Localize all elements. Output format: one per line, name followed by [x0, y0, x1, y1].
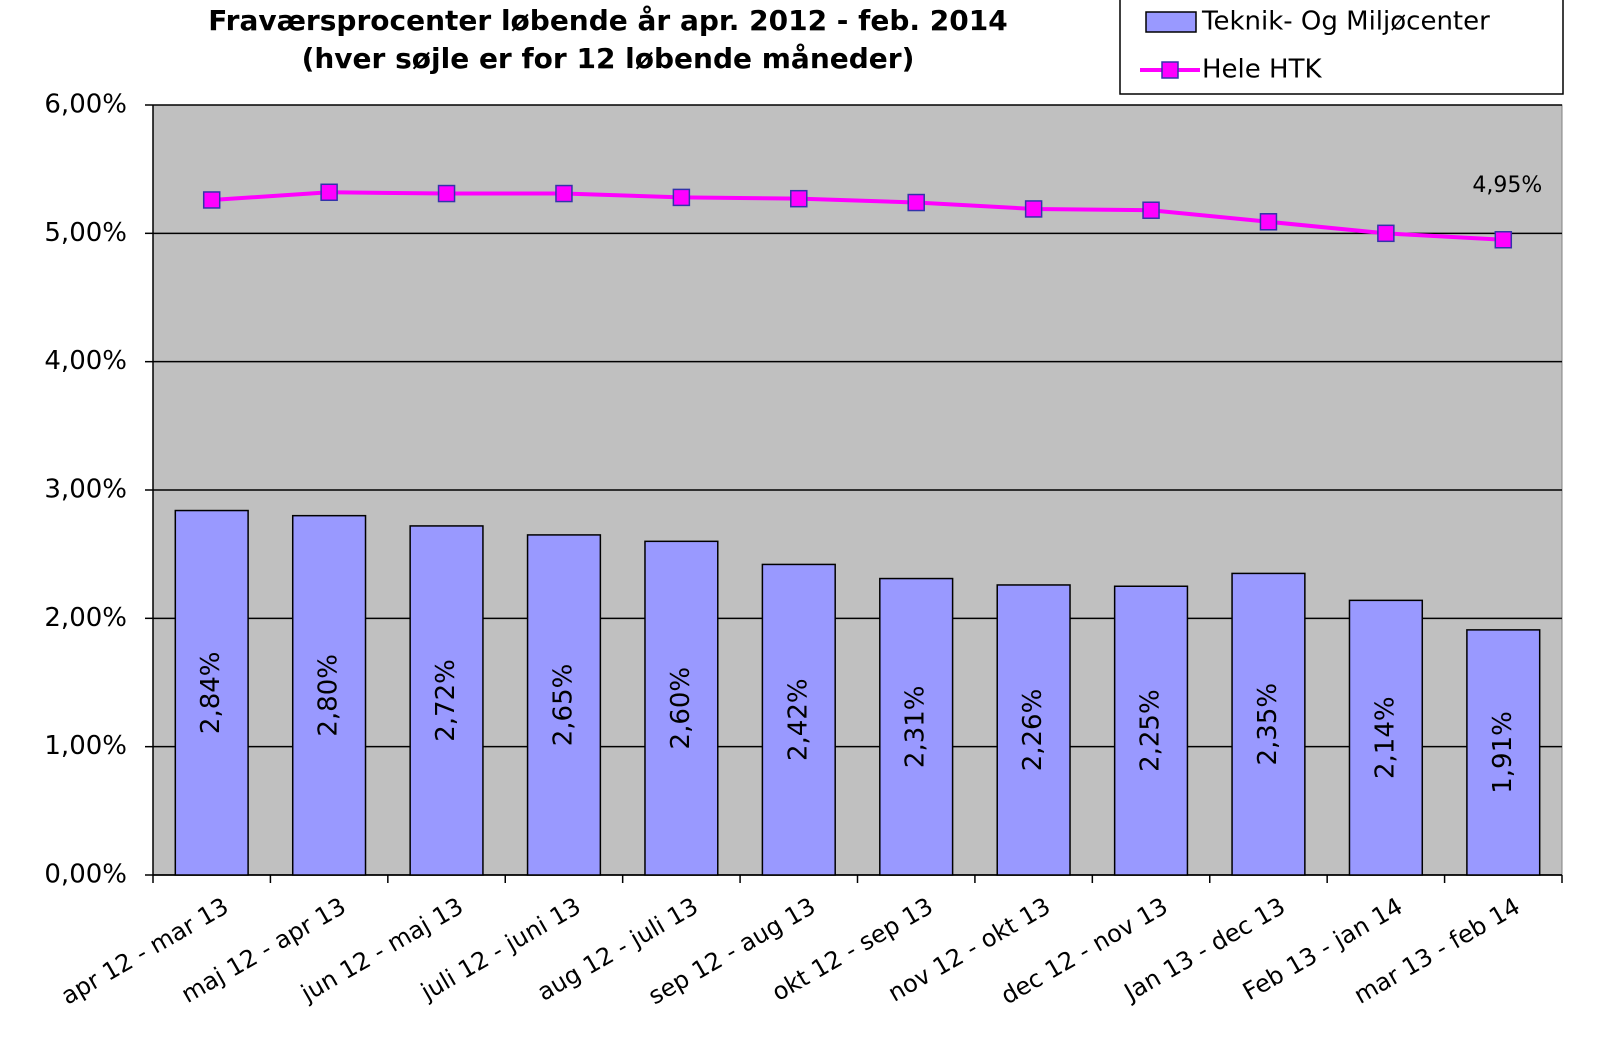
- chart-subtitle: (hver søjle er for 12 løbende måneder): [302, 42, 915, 75]
- line-marker: [437, 184, 456, 203]
- bar-value-label: 2,14%: [1370, 696, 1400, 779]
- bar-value-label: 2,65%: [548, 664, 578, 747]
- bar: [526, 534, 602, 876]
- bar: [409, 525, 484, 876]
- bar-value-label: 2,60%: [666, 667, 696, 750]
- bar-value-label: 2,80%: [314, 654, 344, 737]
- line-marker: [672, 188, 691, 207]
- y-tick-label: 2,00%: [44, 603, 127, 633]
- line-marker: [555, 184, 573, 203]
- line-marker: [320, 183, 338, 202]
- bar-value-label: 2,25%: [1136, 689, 1166, 772]
- bar: [1113, 585, 1189, 876]
- bar-value-label: 2,26%: [1018, 689, 1048, 772]
- bar: [174, 509, 249, 876]
- bar: [1466, 629, 1541, 876]
- legend-label: Teknik- Og Miljøcenter: [1201, 7, 1490, 37]
- bar-value-label: 2,84%: [196, 651, 226, 734]
- y-tick-label: 3,00%: [44, 475, 127, 505]
- bar-value-label: 2,42%: [783, 678, 813, 761]
- bar-value-label: 2,35%: [1253, 683, 1283, 766]
- y-tick-label: 6,00%: [44, 90, 127, 120]
- bar-value-label: 2,31%: [901, 685, 931, 768]
- bar: [761, 563, 836, 876]
- y-tick-label: 0,00%: [44, 860, 127, 890]
- line: [211, 190, 1504, 242]
- bar: [1231, 572, 1306, 876]
- line-marker: [907, 193, 925, 212]
- chart-title: Fraværsprocenter løbende år apr. 2012 - …: [208, 4, 1007, 37]
- line-marker: [1024, 200, 1043, 218]
- bar-value-label: 2,72%: [431, 659, 461, 742]
- line-marker: [202, 191, 221, 209]
- line-marker: [1259, 213, 1278, 231]
- bar: [291, 514, 367, 876]
- y-tick-label: 5,00%: [44, 218, 127, 248]
- line-marker: [790, 189, 808, 208]
- bar-value-label: 1,91%: [1488, 711, 1518, 794]
- bar: [996, 584, 1071, 876]
- bar: [1348, 599, 1424, 876]
- legend-swatch: [1161, 61, 1179, 79]
- bar: [644, 540, 719, 876]
- line-marker: [1142, 201, 1160, 219]
- y-tick-label: 1,00%: [44, 731, 127, 761]
- y-tick-label: 4,00%: [44, 346, 127, 376]
- legend-label: Hele HTK: [1202, 55, 1322, 85]
- line-marker: [1377, 224, 1395, 243]
- bar: [879, 577, 954, 876]
- line-marker: [1494, 231, 1513, 249]
- line-value-label: 4,95%: [1472, 173, 1542, 198]
- legend-swatch: [1145, 11, 1197, 33]
